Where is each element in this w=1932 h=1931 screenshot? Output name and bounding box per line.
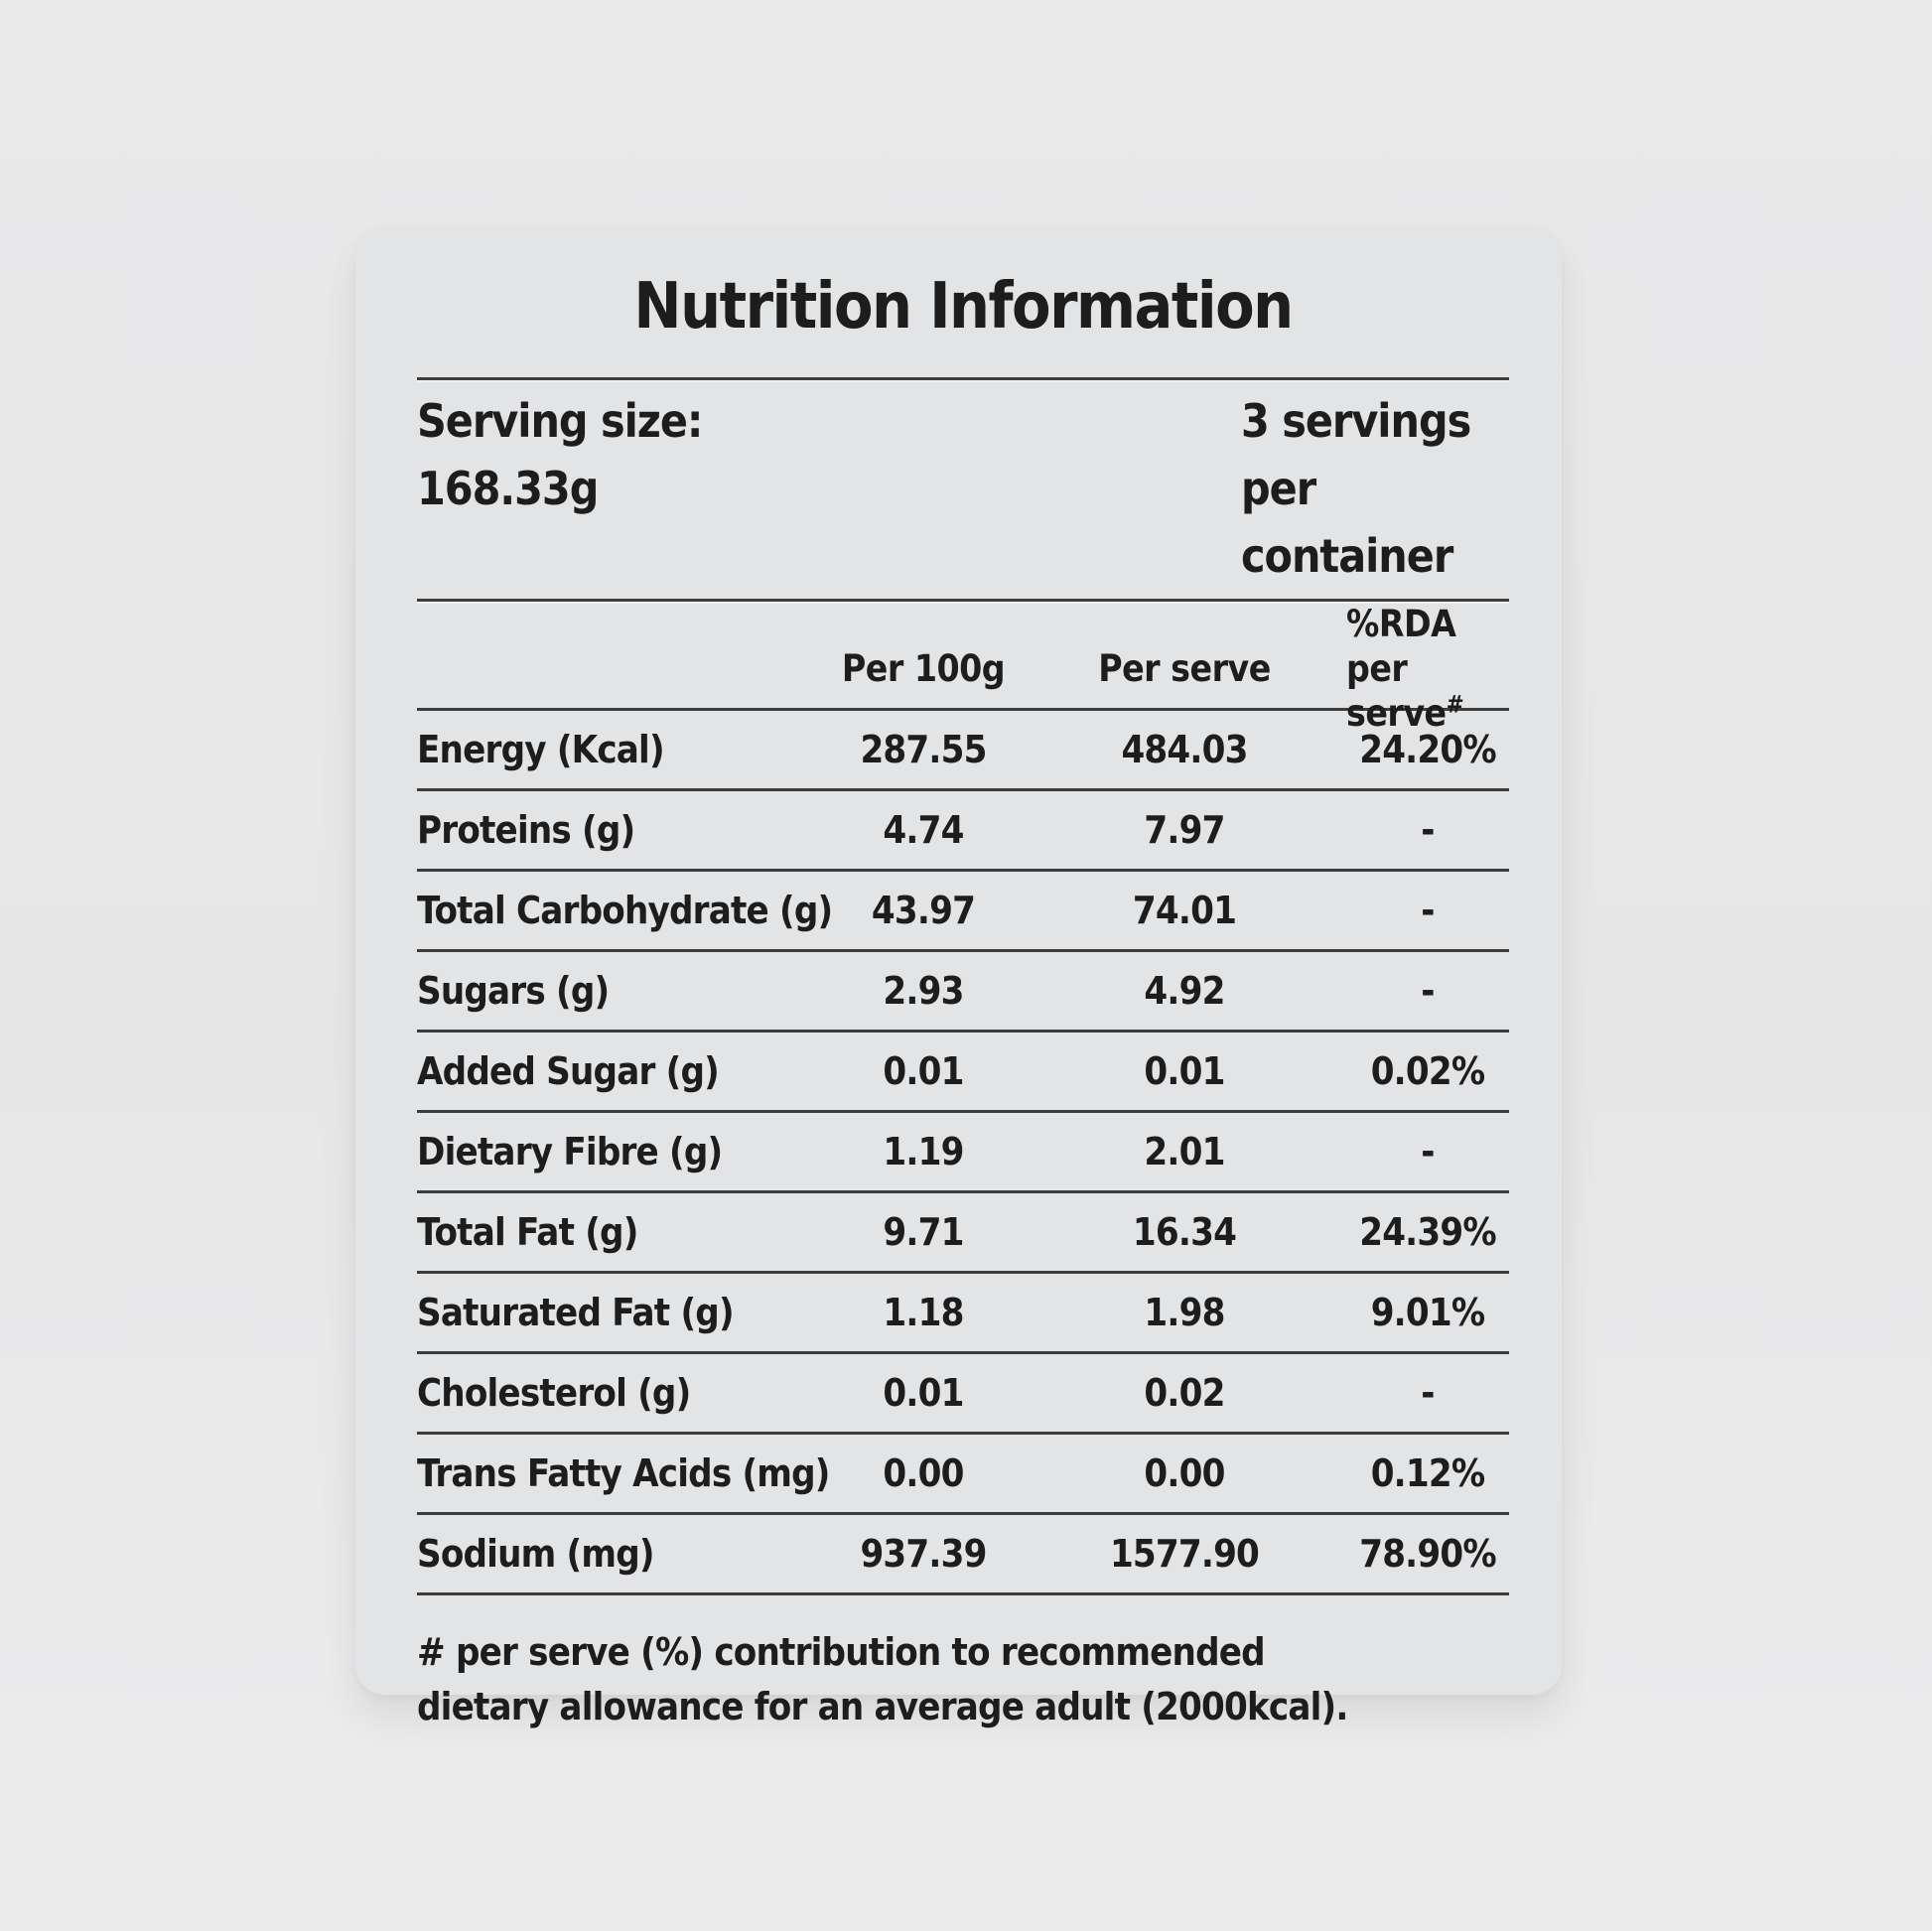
table-row: Saturated Fat (g) 1.18 1.98 9.01% <box>417 1274 1509 1354</box>
value-rda-per-serve: 78.90% <box>1359 1532 1496 1576</box>
header-rda-line1: %RDA <box>1346 603 1456 645</box>
value-per-serve: 74.01 <box>1132 889 1237 932</box>
value-per-serve: 0.02 <box>1144 1371 1225 1415</box>
value-per-serve: 1.98 <box>1144 1291 1225 1334</box>
header-per-100g: Per 100g <box>841 647 1006 690</box>
nutrient-label: Total Fat (g) <box>417 1210 638 1254</box>
divider-top <box>417 377 1509 380</box>
value-per-serve: 0.01 <box>1144 1049 1225 1093</box>
value-rda-per-serve: - <box>1421 1371 1435 1415</box>
nutrient-label: Added Sugar (g) <box>417 1049 720 1093</box>
table-row: Cholesterol (g) 0.01 0.02 - <box>417 1354 1509 1435</box>
nutrient-label: Energy (Kcal) <box>417 728 665 771</box>
nutrient-label: Sugars (g) <box>417 969 610 1013</box>
nutrient-label: Sodium (mg) <box>417 1532 655 1576</box>
label-title: Nutrition Information <box>633 270 1294 344</box>
serving-size-value: 168.33g <box>417 462 599 515</box>
footnote-marker: # <box>1446 690 1464 719</box>
servings-per-container: 3 servings per container <box>1241 387 1509 590</box>
nutrient-label: Dietary Fibre (g) <box>417 1130 723 1173</box>
value-per-100g: 1.18 <box>883 1291 964 1334</box>
value-per-100g: 1.19 <box>883 1130 964 1173</box>
value-per-100g: 43.97 <box>871 889 976 932</box>
value-rda-per-serve: - <box>1421 889 1435 932</box>
nutrient-label: Saturated Fat (g) <box>417 1291 735 1334</box>
value-per-serve: 2.01 <box>1144 1130 1225 1173</box>
header-per-serve: Per serve <box>1098 647 1271 690</box>
footnote-line2: dietary allowance for an average adult (… <box>417 1685 1348 1728</box>
table-row: Total Fat (g) 9.71 16.34 24.39% <box>417 1193 1509 1274</box>
value-per-100g: 0.01 <box>883 1371 964 1415</box>
value-rda-per-serve: - <box>1421 969 1435 1013</box>
value-per-serve: 1577.90 <box>1109 1532 1260 1576</box>
value-per-100g: 0.01 <box>883 1049 964 1093</box>
value-per-100g: 4.74 <box>883 808 964 852</box>
value-per-serve: 0.00 <box>1144 1451 1225 1495</box>
serving-size-label: Serving size: <box>417 394 703 448</box>
table-row: Dietary Fibre (g) 1.19 2.01 - <box>417 1113 1509 1193</box>
serving-info: Serving size: 168.33g 3 servings per con… <box>417 380 1509 599</box>
table-row: Energy (Kcal) 287.55 484.03 24.20% <box>417 711 1509 791</box>
footnote: # per serve (%) contribution to recommen… <box>417 1625 1509 1734</box>
value-per-100g: 287.55 <box>860 728 987 771</box>
value-rda-per-serve: 24.20% <box>1359 728 1496 771</box>
value-rda-per-serve: 0.02% <box>1370 1049 1485 1093</box>
value-per-100g: 937.39 <box>860 1532 987 1576</box>
serving-size: Serving size: 168.33g <box>417 387 703 522</box>
table-row: Sugars (g) 2.93 4.92 - <box>417 952 1509 1033</box>
value-per-serve: 7.97 <box>1144 808 1225 852</box>
value-per-serve: 16.34 <box>1132 1210 1237 1254</box>
nutrient-label: Cholesterol (g) <box>417 1371 691 1415</box>
value-per-100g: 0.00 <box>883 1451 964 1495</box>
table-row: Total Carbohydrate (g) 43.97 74.01 - <box>417 872 1509 952</box>
footnote-line1: # per serve (%) contribution to recommen… <box>417 1630 1266 1674</box>
value-rda-per-serve: - <box>1421 808 1435 852</box>
nutrient-label: Trans Fatty Acids (mg) <box>417 1451 830 1495</box>
nutrient-label: Total Carbohydrate (g) <box>417 889 833 932</box>
value-rda-per-serve: 0.12% <box>1370 1451 1485 1495</box>
value-rda-per-serve: 9.01% <box>1370 1291 1485 1334</box>
value-rda-per-serve: 24.39% <box>1359 1210 1496 1254</box>
nutrition-label-card: Nutrition Information Serving size: 168.… <box>355 226 1562 1728</box>
value-per-100g: 2.93 <box>883 969 964 1013</box>
servings-unit: per container <box>1241 462 1453 583</box>
table-row: Proteins (g) 4.74 7.97 - <box>417 791 1509 872</box>
value-per-serve: 484.03 <box>1121 728 1248 771</box>
table-row: Trans Fatty Acids (mg) 0.00 0.00 0.12% <box>417 1435 1509 1515</box>
servings-count: 3 servings <box>1241 394 1471 448</box>
header-rda-per-serve: %RDA per serve# <box>1346 602 1509 736</box>
header-rda-line2: per serve# <box>1346 647 1464 735</box>
nutrient-label: Proteins (g) <box>417 808 635 852</box>
divider-serving <box>417 599 1509 602</box>
table-header-row: Per 100g Per serve %RDA per serve# <box>417 602 1509 735</box>
value-per-serve: 4.92 <box>1144 969 1225 1013</box>
table-row: Added Sugar (g) 0.01 0.01 0.02% <box>417 1033 1509 1113</box>
nutrition-table-rows: Energy (Kcal) 287.55 484.03 24.20% Prote… <box>417 711 1509 1595</box>
value-per-100g: 9.71 <box>883 1210 964 1254</box>
table-row: Sodium (mg) 937.39 1577.90 78.90% <box>417 1515 1509 1595</box>
value-rda-per-serve: - <box>1421 1130 1435 1173</box>
